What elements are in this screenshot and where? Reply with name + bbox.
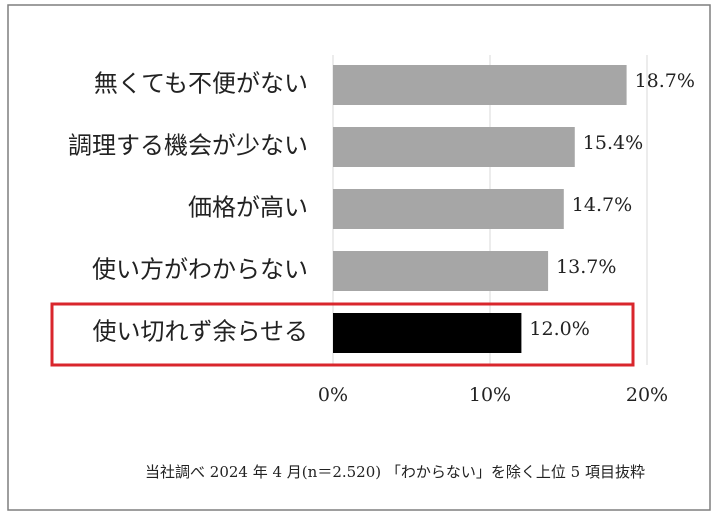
bar [333,313,522,353]
highlight-box [50,302,635,367]
bar [333,127,575,167]
bar [333,65,627,105]
value-label: 12.0% [529,318,589,340]
bar [333,189,564,229]
chart-frame [7,4,711,511]
bar [333,251,549,291]
x-tick-label: 10% [469,384,511,406]
footnote: 当社調べ 2024 年 4 月(n＝2.520) 「わからない」を除く上位 5 … [145,463,645,481]
category-label: 使い切れず余らせる [92,318,308,346]
value-label: 15.4% [583,132,643,154]
x-tick-label: 0% [318,384,348,406]
x-tick-label: 20% [626,384,668,406]
category-label: 無くても不便がない [94,70,308,98]
value-label: 18.7% [635,70,695,92]
value-label: 14.7% [572,194,632,216]
category-label: 価格が高い [188,194,308,222]
value-label: 13.7% [556,256,616,278]
category-label: 調理する機会が少ない [68,132,308,160]
category-label: 使い方がわからない [92,256,308,284]
